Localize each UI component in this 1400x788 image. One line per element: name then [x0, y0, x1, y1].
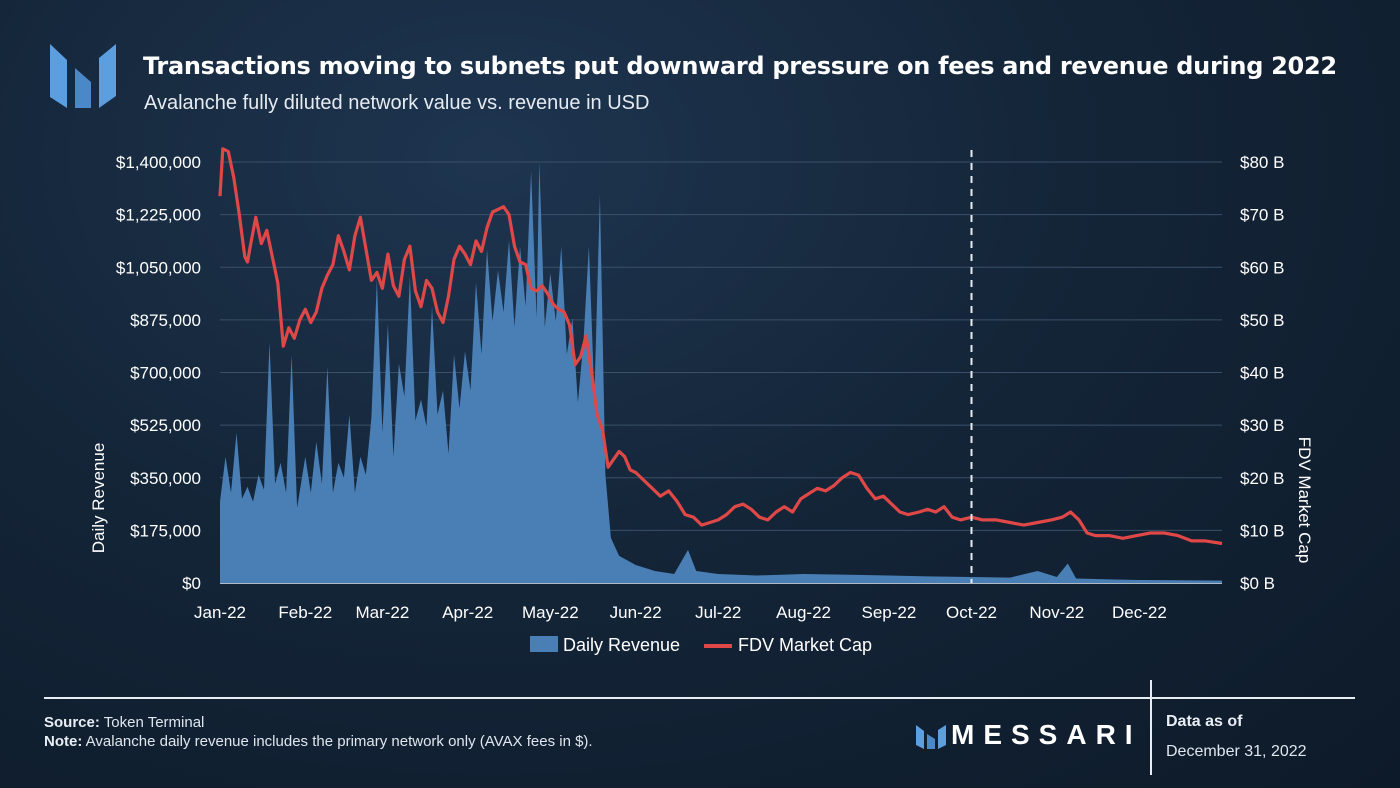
- note-text: Avalanche daily revenue includes the pri…: [85, 733, 593, 750]
- x-tick-label: Dec-22: [1112, 603, 1167, 622]
- source-text: Token Terminal: [103, 714, 205, 731]
- y-right-tick-label: $10 B: [1240, 521, 1284, 540]
- y-left-tick-label: $350,000: [130, 469, 201, 488]
- x-tick-label: Jul-22: [695, 603, 741, 622]
- y-right-tick-label: $30 B: [1240, 416, 1284, 435]
- x-tick-label: Mar-22: [355, 603, 409, 622]
- legend-label-revenue: Daily Revenue: [563, 635, 680, 655]
- x-tick-label: Oct-22: [946, 603, 997, 622]
- y-left-axis-label: Daily Revenue: [89, 443, 108, 554]
- series-fdv-market-cap: [218, 147, 1223, 546]
- x-tick-label: Feb-22: [278, 603, 332, 622]
- y-left-tick-label: $0: [182, 574, 201, 593]
- footer-vertical-divider: [1150, 680, 1152, 775]
- y-left-tick-label: $525,000: [130, 416, 201, 435]
- y-right-tick-label: $70 B: [1240, 206, 1284, 225]
- series-daily-revenue: [220, 162, 1222, 583]
- fdv-line: [218, 147, 1223, 546]
- data-as-of-date: December 31, 2022: [1166, 743, 1307, 760]
- chart-title: Transactions moving to subnets put downw…: [143, 52, 1337, 80]
- legend-swatch-revenue: [530, 636, 558, 652]
- revenue-area: [220, 162, 1222, 583]
- y-left-tick-label: $1,050,000: [116, 258, 201, 277]
- y-left-ticks: $0 $175,000 $350,000 $525,000 $700,000 $875,0…: [116, 153, 201, 593]
- x-tick-label: Nov-22: [1029, 603, 1084, 622]
- x-tick-label: Apr-22: [442, 603, 493, 622]
- chart-area: $0 $175,000 $350,000 $525,000 $700,000 $875,0…: [89, 147, 1314, 655]
- messari-mark-icon: [916, 725, 946, 749]
- x-tick-label: Jan-22: [194, 603, 246, 622]
- y-left-tick-label: $875,000: [130, 311, 201, 330]
- legend-label-fdv: FDV Market Cap: [738, 635, 872, 655]
- y-left-tick-label: $700,000: [130, 364, 201, 383]
- source-line: Source: Token Terminal: [44, 714, 204, 731]
- legend: Daily Revenue FDV Market Cap: [530, 635, 872, 655]
- y-right-tick-label: $20 B: [1240, 469, 1284, 488]
- x-ticks: Jan-22 Feb-22 Mar-22 Apr-22 May-22 Jun-22 Jul-…: [194, 603, 1167, 622]
- y-right-tick-label: $50 B: [1240, 311, 1284, 330]
- footer-divider: [44, 697, 1355, 699]
- y-right-tick-label: $0 B: [1240, 574, 1275, 593]
- note-line: Note: Avalanche daily revenue includes t…: [44, 733, 593, 750]
- chart-subtitle: Avalanche fully diluted network value vs…: [144, 92, 650, 114]
- x-tick-label: Jun-22: [610, 603, 662, 622]
- y-left-tick-label: $1,225,000: [116, 206, 201, 225]
- x-tick-label: May-22: [522, 603, 579, 622]
- x-tick-label: Aug-22: [776, 603, 831, 622]
- y-right-tick-label: $80 B: [1240, 153, 1284, 172]
- messari-logo-icon: [50, 44, 116, 108]
- y-left-tick-label: $1,400,000: [116, 153, 201, 172]
- y-right-ticks: $0 B $10 B $20 B $30 B $40 B $50 B $60 B $70 B $…: [1240, 153, 1284, 593]
- source-label: Source:: [44, 714, 100, 731]
- note-label: Note:: [44, 733, 83, 750]
- y-right-tick-label: $40 B: [1240, 364, 1284, 383]
- x-tick-label: Sep-22: [862, 603, 917, 622]
- y-left-tick-label: $175,000: [130, 521, 201, 540]
- y-right-axis-label: FDV Market Cap: [1295, 437, 1314, 564]
- data-as-of-label: Data as of: [1166, 713, 1243, 730]
- messari-wordmark: MESSARI: [951, 719, 1142, 750]
- y-right-tick-label: $60 B: [1240, 258, 1284, 277]
